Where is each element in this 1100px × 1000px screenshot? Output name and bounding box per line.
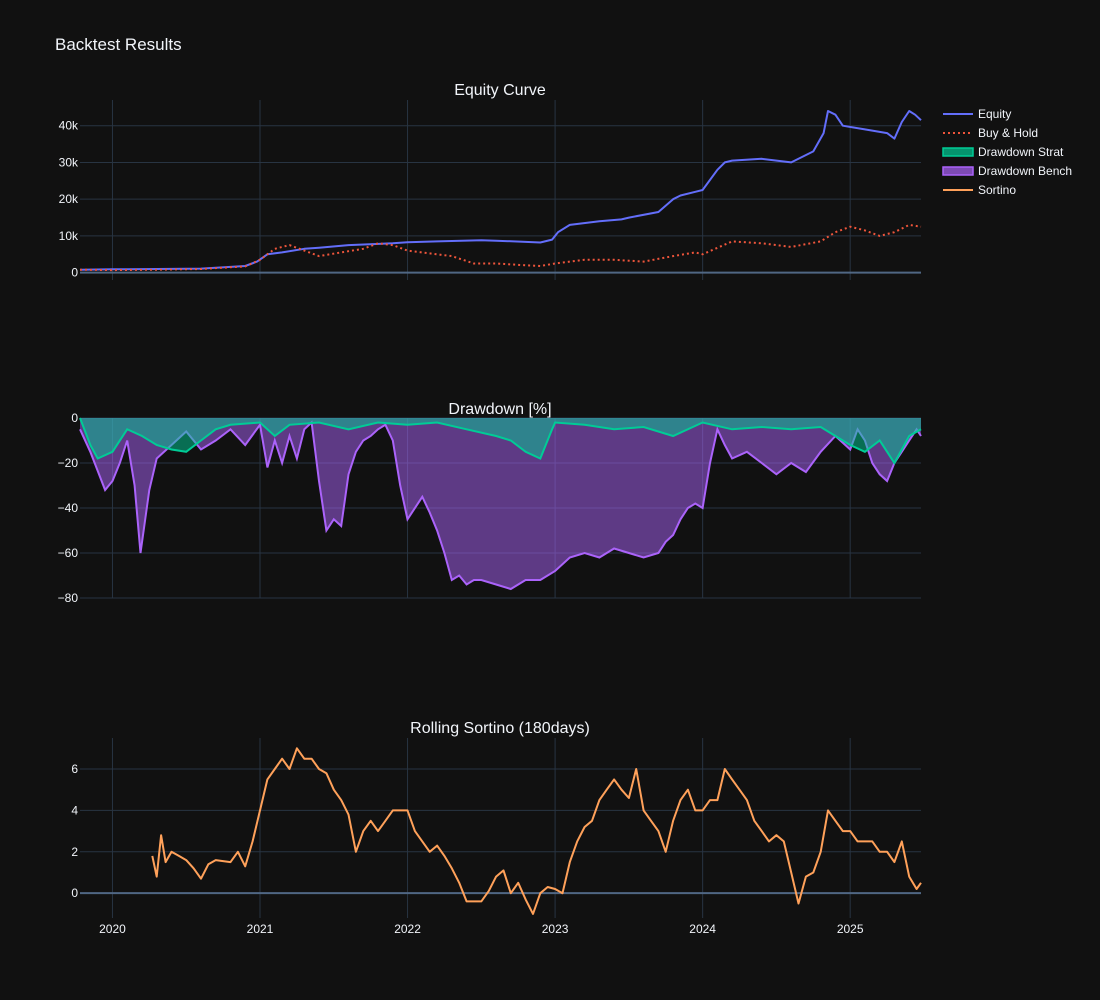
x-tick-2025: 2025 (837, 922, 864, 936)
area-drawdown-strat (80, 418, 921, 463)
legend-item-drawdown-strat[interactable]: Drawdown Strat (942, 145, 1064, 159)
legend-swatch-drawdown-strat (942, 147, 974, 157)
legend-label-drawdown-strat: Drawdown Strat (978, 145, 1064, 159)
legend-swatch-drawdown-bench (942, 166, 974, 176)
legend-item-equity[interactable]: Equity (943, 107, 1011, 121)
x-tick-2023: 2023 (542, 922, 569, 936)
x-tick-2024: 2024 (689, 922, 716, 936)
panel-drawdown: 0 −20 −40 −60 −80 Drawdown [%] (58, 401, 922, 605)
panel-equity-curve: Equity Curve 0 10k 20k 30k 40k (59, 82, 922, 280)
line-drawdown-strat (79, 417, 922, 465)
y-tick-0-0: 0 (71, 266, 78, 280)
legend-item-drawdown-bench[interactable]: Drawdown Bench (942, 164, 1072, 178)
area-drawdown-bench (80, 418, 921, 589)
legend-label-equity: Equity (978, 107, 1011, 121)
y-tick-1-m40: −40 (58, 501, 79, 515)
y-tick-2-4: 4 (71, 803, 78, 817)
y-tick-0-10k: 10k (59, 229, 79, 243)
figure-title: Backtest Results (55, 35, 182, 54)
legend-label-buy-hold: Buy & Hold (978, 126, 1038, 140)
y-tick-1-0: 0 (71, 411, 78, 425)
sortino-y-ticks: 0 2 4 6 (71, 762, 78, 900)
line-buy-hold (79, 223, 922, 272)
y-tick-1-m80: −80 (58, 591, 79, 605)
legend: Equity Buy & Hold Drawdown Strat Drawdow… (942, 107, 1072, 197)
legend-item-buy-hold[interactable]: Buy & Hold (943, 126, 1038, 140)
line-equity (79, 110, 922, 271)
equity-series (79, 110, 922, 272)
y-tick-0-30k: 30k (59, 155, 79, 169)
x-tick-2022: 2022 (394, 922, 421, 936)
panel-title-rolling-sortino: Rolling Sortino (180days) (410, 720, 590, 737)
y-tick-2-2: 2 (71, 845, 78, 859)
panel-title-drawdown: Drawdown [%] (448, 401, 551, 418)
y-tick-0-20k: 20k (59, 192, 79, 206)
sortino-grid (80, 738, 921, 918)
sortino-series (151, 747, 922, 915)
y-tick-2-6: 6 (71, 762, 78, 776)
x-tick-2021: 2021 (247, 922, 274, 936)
legend-label-sortino: Sortino (978, 183, 1016, 197)
x-axis-ticks: 2020 2021 2022 2023 2024 2025 (99, 922, 864, 936)
line-drawdown-bench (79, 420, 922, 591)
equity-y-ticks: 0 10k 20k 30k 40k (59, 119, 79, 280)
y-tick-1-m60: −60 (58, 546, 79, 560)
x-tick-2020: 2020 (99, 922, 126, 936)
line-sortino (151, 747, 922, 915)
drawdown-y-ticks: 0 −20 −40 −60 −80 (58, 411, 79, 605)
drawdown-series (79, 417, 922, 591)
y-tick-2-0: 0 (71, 886, 78, 900)
legend-label-drawdown-bench: Drawdown Bench (978, 164, 1072, 178)
y-tick-0-40k: 40k (59, 119, 79, 133)
legend-item-sortino[interactable]: Sortino (943, 183, 1016, 197)
y-tick-1-m20: −20 (58, 456, 79, 470)
equity-grid (80, 100, 921, 280)
panel-title-equity-curve: Equity Curve (454, 82, 546, 99)
